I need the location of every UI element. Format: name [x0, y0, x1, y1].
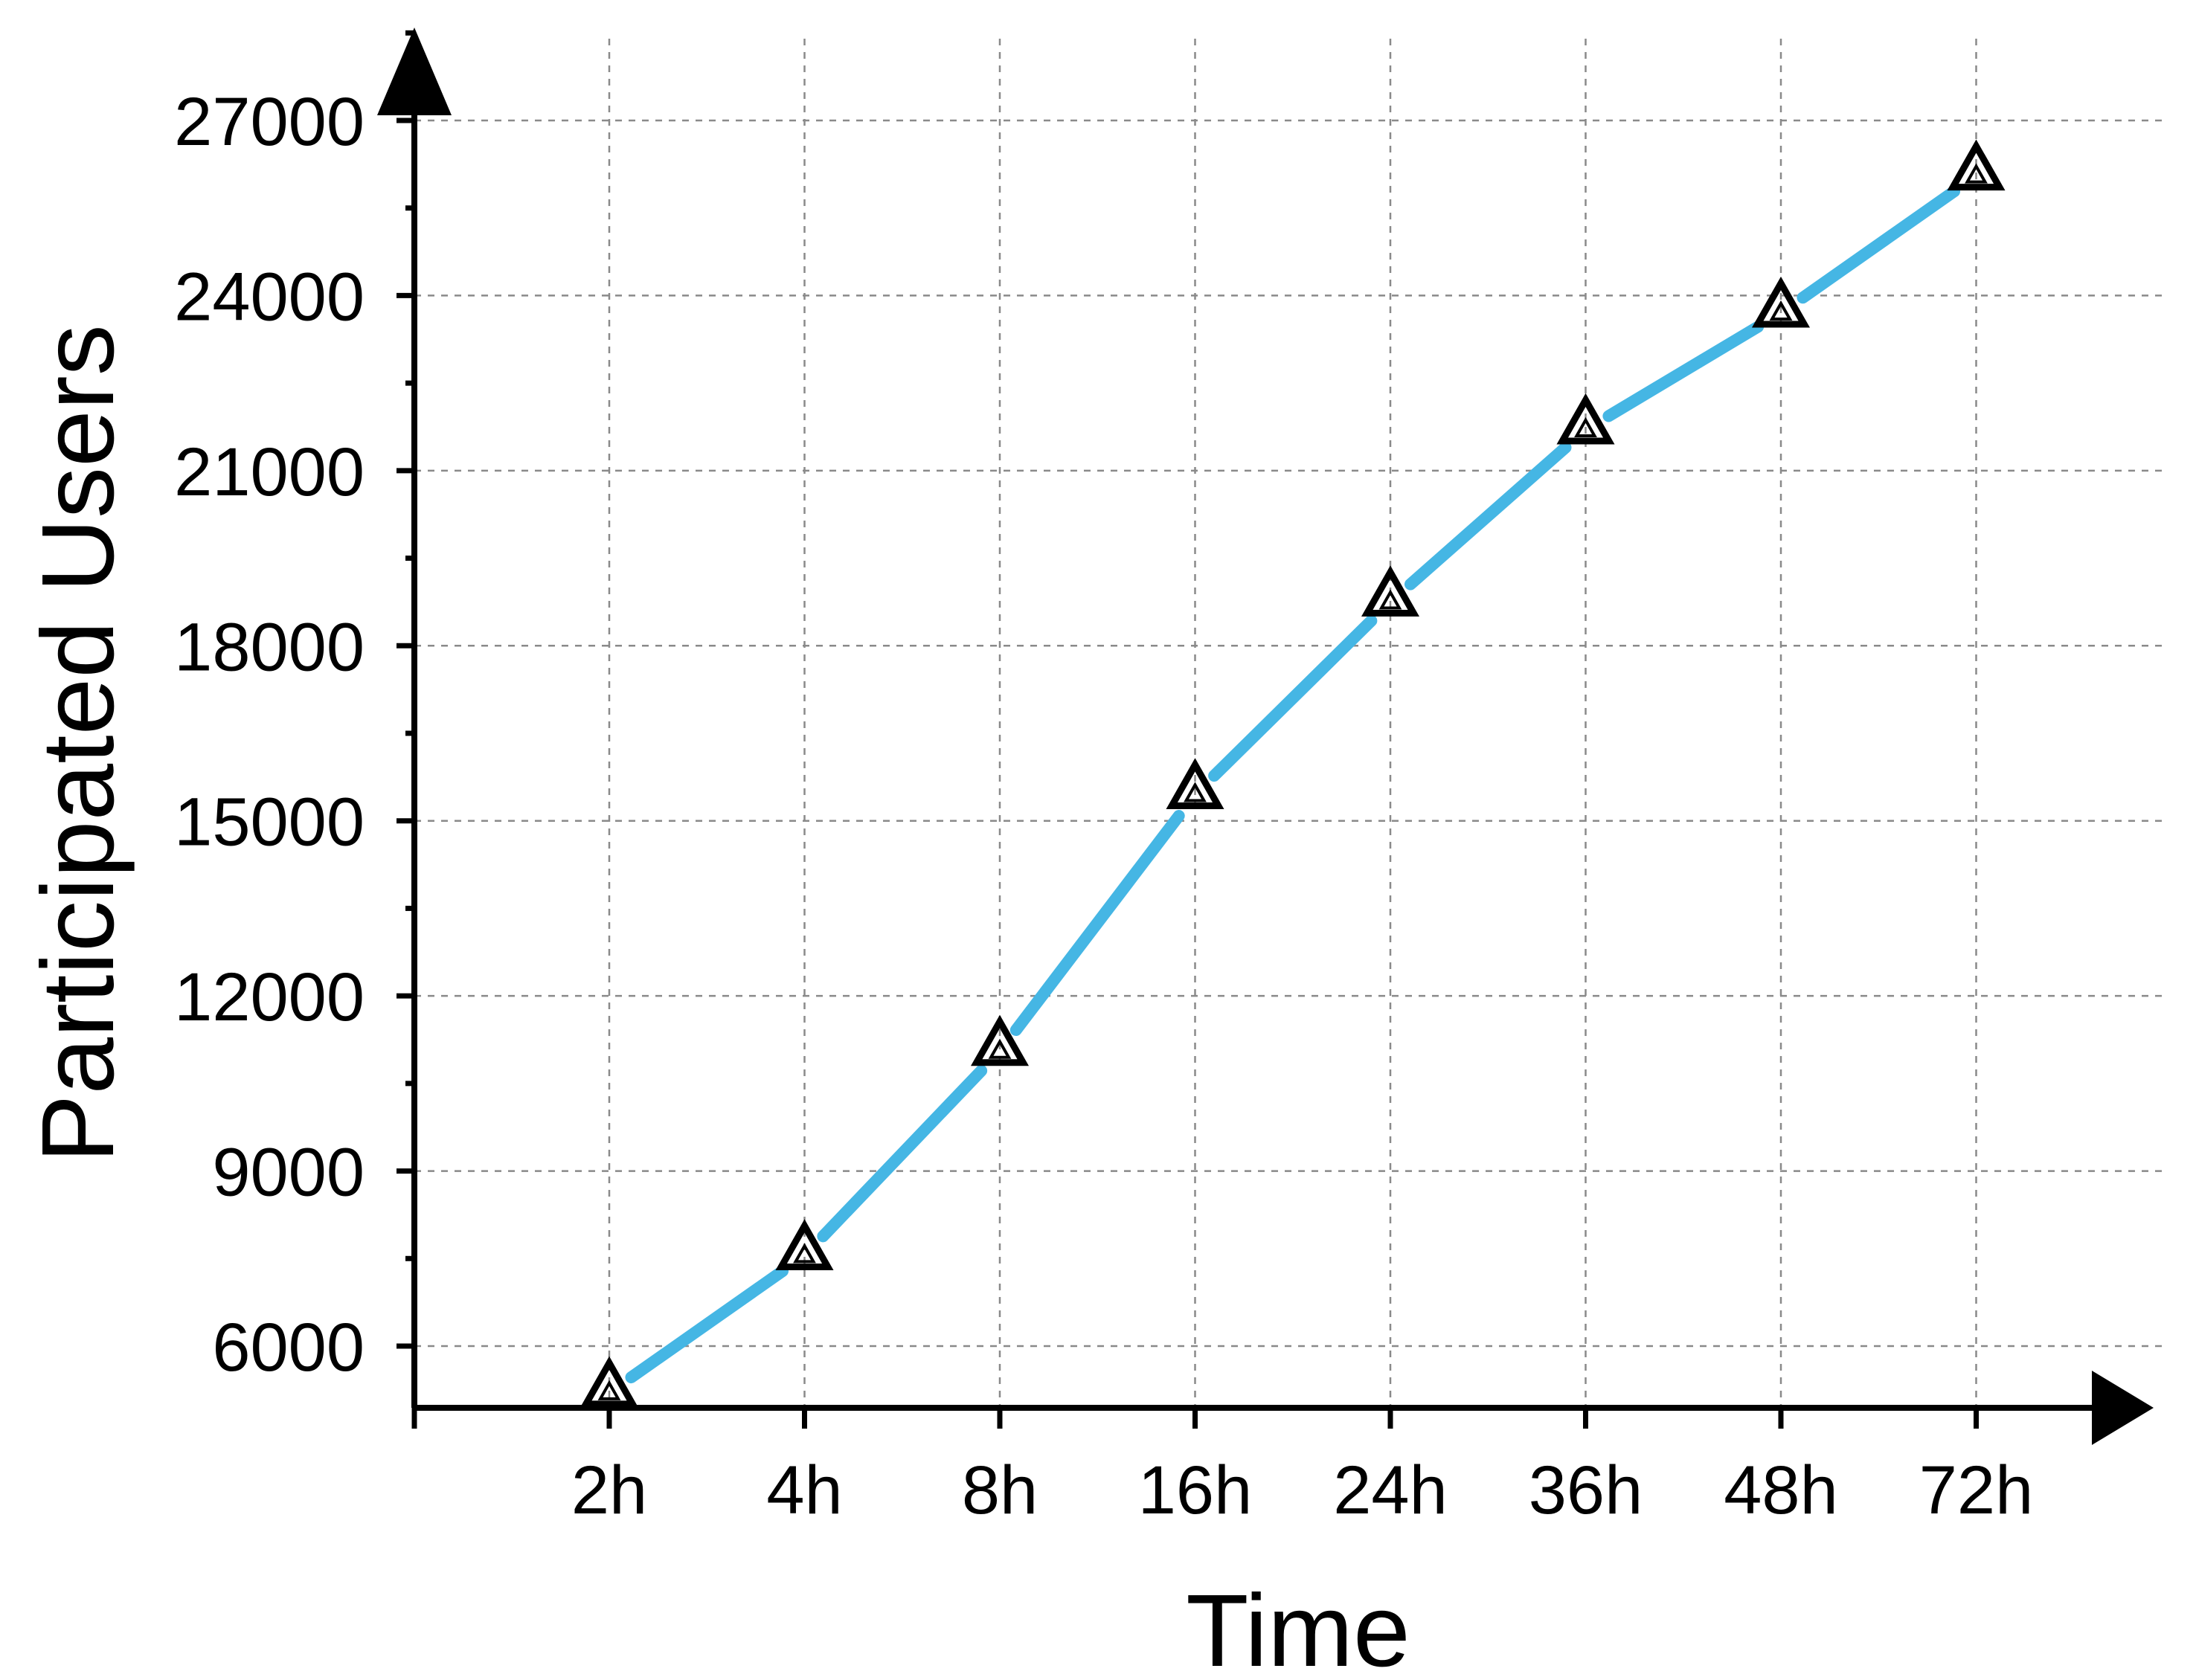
marker-triangle-inner — [1378, 589, 1402, 610]
marker-triangle-outer — [1556, 393, 1615, 445]
series-line-segment — [1208, 614, 1378, 782]
data-point-marker — [1751, 276, 1811, 328]
x-tick-label: 48h — [1724, 1452, 1838, 1528]
marker-triangle-inner — [793, 1243, 816, 1264]
data-point-marker — [970, 1014, 1030, 1066]
y-tick-label: 9000 — [212, 1135, 365, 1211]
marker-triangle-outer — [1947, 139, 2006, 191]
marker-triangle-outer — [1166, 758, 1224, 809]
y-tick-label: 27000 — [174, 84, 365, 160]
x-tick-label: 36h — [1529, 1452, 1643, 1528]
x-tick-label: 16h — [1138, 1452, 1253, 1528]
y-tick-label: 18000 — [174, 609, 365, 685]
grid-lines — [414, 39, 2165, 1408]
axes — [377, 28, 2154, 1445]
series-line-segment — [1797, 185, 1961, 304]
data-markers — [580, 139, 2006, 1408]
y-tick-label: 21000 — [174, 434, 365, 510]
data-point-marker — [1361, 565, 1420, 617]
x-tick-label: 2h — [571, 1452, 647, 1528]
data-point-marker — [1166, 758, 1224, 809]
series-line-segment — [1602, 321, 1765, 422]
x-tick-label: 8h — [962, 1452, 1038, 1528]
marker-triangle-inner — [597, 1380, 621, 1400]
marker-triangle-inner — [1965, 163, 1988, 184]
series-line-segment — [1404, 441, 1572, 590]
y-axis-title: Participated Users — [21, 324, 135, 1162]
series-line-segment — [625, 1265, 789, 1384]
y-tick-label: 24000 — [174, 259, 365, 335]
x-tick-label: 72h — [1919, 1452, 2034, 1528]
y-tick-label: 15000 — [174, 785, 365, 860]
marker-triangle-outer — [970, 1014, 1030, 1066]
tick-labels: 6000 9000 12000 15000 18000 21000 24000 27000 2h… — [174, 84, 2033, 1528]
marker-triangle-inner — [1184, 782, 1207, 802]
x-tick-label: 4h — [766, 1452, 842, 1528]
data-point-marker — [580, 1356, 639, 1408]
marker-triangle-inner — [988, 1038, 1012, 1059]
marker-triangle-inner — [1574, 416, 1597, 437]
x-axis-title: Time — [1186, 1574, 1410, 1680]
y-axis-arrowhead — [377, 28, 452, 115]
series-line-segment — [817, 1064, 988, 1243]
data-point-marker — [1947, 139, 2006, 191]
marker-triangle-outer — [1361, 565, 1420, 617]
marker-triangle-outer — [775, 1219, 834, 1270]
y-tick-label: 6000 — [212, 1310, 365, 1385]
data-series — [625, 185, 1961, 1384]
marker-triangle-outer — [1751, 276, 1811, 328]
marker-triangle-inner — [1769, 300, 1793, 321]
marker-triangle-outer — [580, 1356, 639, 1408]
x-axis-arrowhead — [2092, 1371, 2154, 1445]
data-point-marker — [775, 1219, 834, 1270]
data-point-marker — [1556, 393, 1615, 445]
y-tick-label: 12000 — [174, 959, 365, 1035]
x-tick-label: 24h — [1333, 1452, 1448, 1528]
series-line-segment — [1009, 810, 1185, 1037]
